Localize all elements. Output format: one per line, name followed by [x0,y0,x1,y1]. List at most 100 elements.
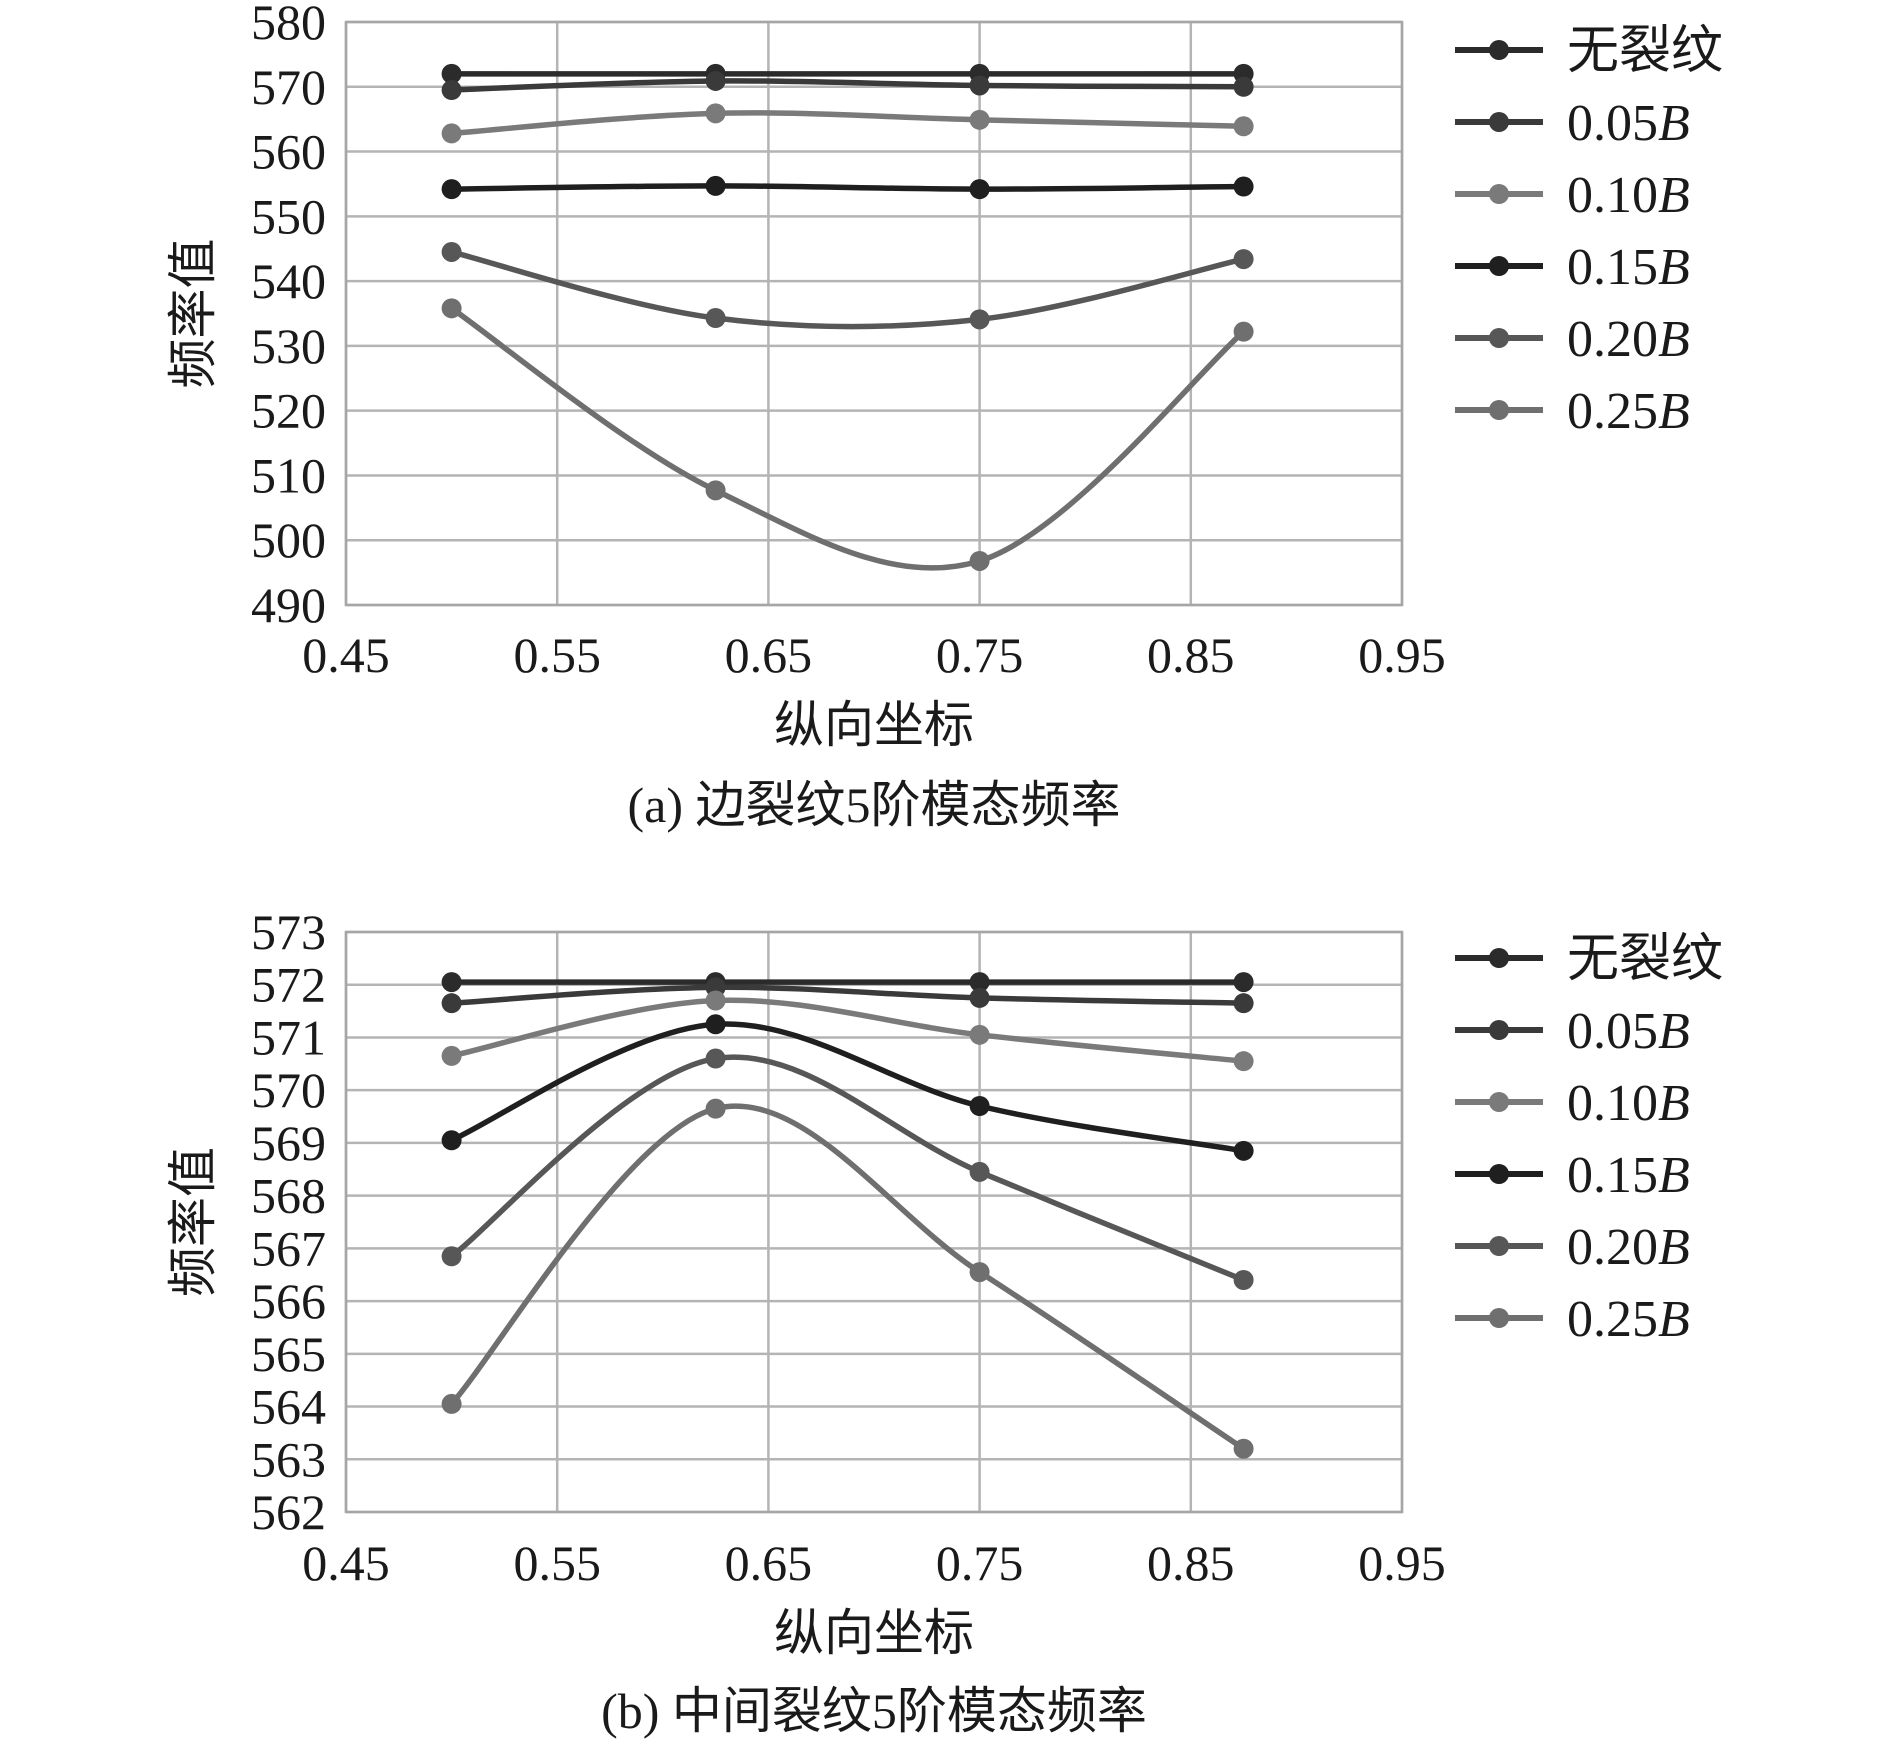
data-point [1234,1439,1254,1459]
data-point [970,1096,990,1116]
gridlines [346,22,1402,605]
legend-label: 0.05B [1567,1003,1690,1060]
data-point [706,1099,726,1119]
legend-label: 无裂纹 [1567,23,1723,80]
chart-caption: (a) 边裂纹5阶模态频率 [628,777,1121,833]
legend-label-main: 0.25 [1567,1291,1658,1348]
y-tick-label: 564 [251,1379,326,1435]
series-2 [442,103,1254,143]
y-tick-label: 571 [251,1009,326,1065]
data-point [442,972,462,992]
legend-label-italic: B [1658,383,1690,440]
x-axis-title: 纵向坐标 [774,1605,974,1661]
data-point [1234,77,1254,97]
y-tick-label: 568 [251,1168,326,1224]
x-tick-label: 0.75 [936,1535,1024,1591]
legend-item: 0.15B [1455,239,1690,296]
legend-swatch-marker [1489,112,1509,132]
x-tick-label: 0.95 [1358,1535,1446,1591]
y-tick-label: 490 [251,577,326,633]
data-point [1234,972,1254,992]
data-point [706,71,726,91]
legend-label-main: 无裂纹 [1567,23,1723,80]
data-point [970,309,990,329]
data-point [442,1246,462,1266]
data-point [706,991,726,1011]
legend-swatch-marker [1489,40,1509,60]
x-tick-label: 0.85 [1147,627,1235,683]
legend-item: 0.20B [1455,311,1690,368]
legend-item: 0.25B [1455,383,1690,440]
legend-label-main: 0.05 [1567,95,1658,152]
legend-label-italic: B [1658,1075,1690,1132]
data-point [442,179,462,199]
legend-swatch-marker [1489,328,1509,348]
data-point [442,1394,462,1414]
y-tick-label: 580 [251,0,326,50]
y-axis-title: 频率值 [165,239,221,389]
data-point [442,242,462,262]
y-tick-label: 530 [251,318,326,374]
legend-item: 0.25B [1455,1291,1690,1348]
legend-item: 0.20B [1455,1219,1690,1276]
series-4 [442,242,1254,329]
x-tick-label: 0.75 [936,627,1024,683]
series-group [442,972,1254,1459]
legend-item: 0.05B [1455,1003,1690,1060]
series-line [452,81,1244,90]
data-point [1234,1270,1254,1290]
legend-item: 0.10B [1455,1075,1690,1132]
legend-label: 0.25B [1567,1291,1690,1348]
data-point [706,308,726,328]
legend-swatch-marker [1489,256,1509,276]
y-tick-label: 540 [251,253,326,309]
legend-swatch-marker [1489,948,1509,968]
y-axis-ticks: 490 500 510 520 530 540 550 560 570 580 [251,0,326,633]
y-tick-label: 500 [251,512,326,568]
data-point [1234,177,1254,197]
series-line [452,308,1244,568]
legend-label: 无裂纹 [1567,931,1723,988]
data-point [970,988,990,1008]
data-point [970,179,990,199]
data-point [442,80,462,100]
data-point [970,1262,990,1282]
legend-swatch-marker [1489,400,1509,420]
legend-label-italic: B [1658,1003,1690,1060]
legend-label-main: 0.10 [1567,167,1658,224]
series-line [452,186,1244,189]
data-point [706,176,726,196]
data-point [970,551,990,571]
legend-swatch-marker [1489,1236,1509,1256]
legend-item: 无裂纹 [1455,23,1723,80]
legend-label-italic: B [1658,167,1690,224]
data-point [442,123,462,143]
y-tick-label: 573 [251,904,326,960]
series-line [452,113,1244,134]
legend-label: 0.20B [1567,1219,1690,1276]
y-tick-label: 570 [251,59,326,115]
legend-item: 0.15B [1455,1147,1690,1204]
x-axis-ticks: 0.45 0.55 0.65 0.75 0.85 0.95 [302,1535,1446,1591]
data-point [970,75,990,95]
legend-item: 无裂纹 [1455,931,1723,988]
series-line [452,1106,1244,1449]
series-5 [442,298,1254,571]
legend-label-main: 0.20 [1567,311,1658,368]
data-point [706,480,726,500]
data-point [1234,993,1254,1013]
x-tick-label: 0.45 [302,1535,390,1591]
series-line [452,252,1244,327]
legend-label-italic: B [1658,1147,1690,1204]
legend-label: 0.20B [1567,311,1690,368]
series-line [452,1000,1244,1061]
data-point [706,1014,726,1034]
legend-label-main: 0.20 [1567,1219,1658,1276]
y-axis-title: 频率值 [165,1147,221,1297]
chart-panel-b: 5625635645655665675685695705715725730.45… [165,904,1723,1739]
figure: 490 500 510 520 530 540 550 560 570 580 0.45 0.55 0.… [0,0,1890,1748]
legend-item: 0.05B [1455,95,1690,152]
legend-label-main: 0.10 [1567,1075,1658,1132]
x-tick-label: 0.55 [513,1535,601,1591]
